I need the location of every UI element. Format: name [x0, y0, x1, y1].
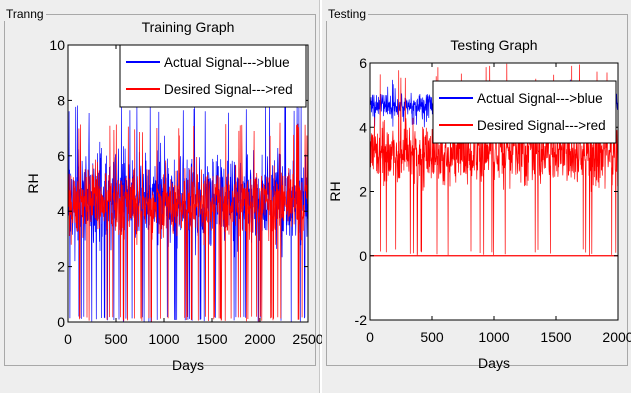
y-tick-label: -2 [355, 312, 368, 328]
chart-title: Testing Graph [450, 37, 537, 53]
testing-panel: Testing 0 500 1000 1500 2000 -2 0 2 4 6 Testing Gr… [322, 0, 631, 393]
legend: Actual Signal--->blue Desired Signal--->r… [432, 80, 617, 144]
legend-box [119, 44, 307, 108]
x-tick-label: 2000 [602, 329, 631, 345]
testing-groupbox [326, 14, 628, 366]
y-axis-label: RH [327, 181, 343, 201]
legend-label-desired: Desired Signal--->red [164, 82, 293, 97]
y-tick-label: 4 [57, 203, 65, 219]
x-tick-label: 1500 [196, 331, 227, 347]
x-tick-label: 1000 [478, 329, 509, 345]
training-group-title: Tranng [4, 7, 46, 21]
series-line-desired [68, 122, 308, 322]
y-tick-label: 2 [359, 184, 367, 200]
x-tick-label: 500 [104, 331, 128, 347]
x-axis-label: Days [478, 355, 510, 371]
legend-label-actual: Actual Signal--->blue [477, 91, 603, 106]
training-groupbox [4, 14, 316, 366]
x-tick-label: 1500 [540, 329, 571, 345]
y-tick-label: 10 [49, 37, 65, 53]
y-tick-label: 6 [359, 55, 367, 71]
training-panel: Tranng 0 500 1000 1500 2000 2500 0 2 4 6 8 10 Traini… [0, 0, 324, 393]
x-tick-label: 2500 [292, 331, 323, 347]
y-tick-label: 0 [359, 248, 367, 264]
y-tick-label: 6 [57, 148, 65, 164]
y-tick-label: 4 [359, 119, 367, 135]
legend-box [432, 80, 617, 144]
legend-label-desired: Desired Signal--->red [477, 118, 606, 133]
x-tick-label: 2000 [244, 331, 275, 347]
x-tick-label: 0 [64, 331, 72, 347]
y-tick-label: 8 [57, 92, 65, 108]
series-line-desired [370, 63, 618, 256]
testing-group-title: Testing [326, 7, 369, 21]
x-tick-label: 1000 [148, 331, 179, 347]
x-tick-label: 500 [420, 329, 444, 345]
training-chart: 0 500 1000 1500 2000 2500 0 2 4 6 8 10 Training Grap… [25, 19, 324, 373]
chart-title: Training Graph [142, 19, 235, 35]
legend-label-actual: Actual Signal--->blue [164, 55, 290, 70]
y-tick-label: 2 [57, 259, 65, 275]
x-tick-label: 0 [366, 329, 374, 345]
y-tick-label: 0 [57, 314, 65, 330]
y-axis-label: RH [25, 173, 41, 193]
x-axis-label: Days [172, 357, 204, 373]
legend: Actual Signal--->blue Desired Signal--->r… [119, 44, 307, 108]
